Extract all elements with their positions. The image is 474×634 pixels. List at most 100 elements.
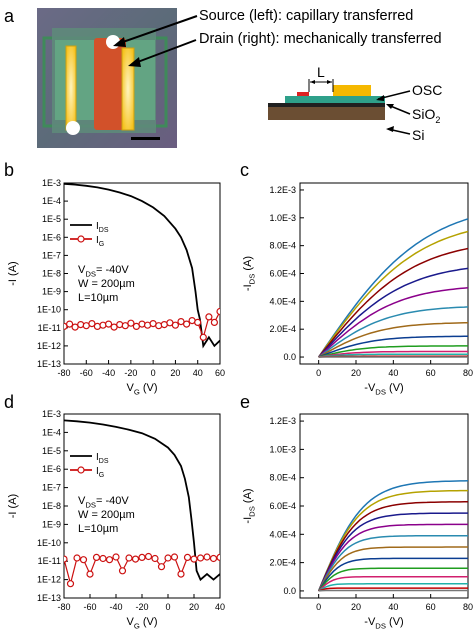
y-tick-label: 1.0E-3 bbox=[269, 444, 296, 454]
output-curve bbox=[318, 345, 468, 358]
y-tick-label: 0.0 bbox=[283, 352, 296, 362]
legend-label: IG bbox=[96, 235, 104, 248]
y-tick-label: 1E-11 bbox=[38, 556, 61, 566]
schematic-si-label: Si bbox=[412, 127, 424, 143]
ig-marker bbox=[183, 320, 191, 328]
ig-marker bbox=[170, 553, 179, 561]
ig-marker bbox=[151, 554, 159, 563]
ig-marker bbox=[79, 556, 88, 564]
x-tick-label: 40 bbox=[388, 368, 398, 378]
legend-label: IDS bbox=[96, 452, 109, 465]
output-curve bbox=[318, 523, 468, 592]
y-tick-label: 1.2E-3 bbox=[269, 416, 296, 426]
legend-label: IDS bbox=[96, 221, 109, 234]
ig-marker bbox=[116, 321, 124, 329]
chart-b: 1E-13 1E-12 1E-11 1E-10 1E-9 1E-8 1E-7 1E-6 1E-5… bbox=[7, 178, 225, 396]
ig-marker bbox=[66, 580, 75, 588]
condition-note: VDS= -40V bbox=[78, 264, 129, 278]
x-tick-label: 40 bbox=[388, 602, 398, 612]
ig-marker bbox=[155, 322, 163, 330]
output-curve bbox=[318, 583, 468, 592]
ig-marker bbox=[112, 553, 120, 561]
ig-marker bbox=[216, 307, 220, 316]
y-tick-label: 1E-11 bbox=[38, 323, 61, 333]
source-annotation: Source (left): capillary transferred bbox=[199, 8, 413, 24]
chart-d: 1E-13 1E-12 1E-11 1E-10 1E-9 1E-8 1E-7 1E-6 1E-5… bbox=[7, 409, 225, 630]
condition-note: L=10µm bbox=[78, 523, 118, 535]
output-curve bbox=[318, 512, 468, 592]
x-tick-label: 0 bbox=[316, 602, 321, 612]
output-curve bbox=[318, 322, 468, 358]
y-tick-label: 1E-5 bbox=[42, 446, 61, 456]
y-tick-label: 1E-12 bbox=[37, 575, 61, 585]
ig-marker bbox=[121, 322, 129, 330]
ig-marker bbox=[177, 318, 185, 326]
x-tick-label: 40 bbox=[193, 368, 203, 378]
y-tick-label: 1E-6 bbox=[42, 464, 61, 474]
y-tick-label: 1E-3 bbox=[42, 409, 61, 419]
ig-marker bbox=[171, 321, 179, 329]
y-tick-label: 1.0E-3 bbox=[269, 213, 296, 223]
y-tick-label: 1E-7 bbox=[42, 250, 61, 260]
x-axis-label: VG (V) bbox=[126, 616, 157, 630]
ig-marker bbox=[199, 333, 207, 341]
ig-marker bbox=[88, 320, 96, 328]
output-curve bbox=[318, 218, 469, 358]
output-curve bbox=[318, 247, 469, 358]
legend-marker bbox=[77, 466, 85, 474]
output-curve bbox=[318, 350, 468, 358]
ids-curve bbox=[64, 419, 220, 582]
x-tick-label: -20 bbox=[135, 602, 148, 612]
ig-marker bbox=[99, 321, 107, 329]
condition-note: W = 200µm bbox=[78, 509, 135, 521]
ig-marker bbox=[205, 313, 213, 321]
ig-marker bbox=[71, 323, 79, 331]
x-tick-label: 60 bbox=[426, 368, 436, 378]
output-curve bbox=[318, 306, 469, 358]
panel-label-a: a bbox=[4, 6, 15, 26]
x-tick-label: 20 bbox=[351, 602, 361, 612]
y-tick-label: 1E-10 bbox=[37, 538, 61, 548]
x-tick-label: -80 bbox=[57, 602, 70, 612]
output-curve bbox=[318, 480, 469, 592]
condition-note: L=10µm bbox=[78, 292, 118, 304]
output-curve bbox=[318, 230, 469, 358]
x-tick-label: 20 bbox=[351, 368, 361, 378]
schematic-L-label: L bbox=[317, 64, 325, 80]
y-tick-label: 6.0E-4 bbox=[269, 501, 296, 511]
ig-marker bbox=[196, 554, 205, 562]
x-axis-label: -VDS (V) bbox=[364, 616, 403, 630]
y-tick-label: 1E-4 bbox=[42, 427, 61, 437]
ig-marker bbox=[127, 319, 135, 327]
ig-marker bbox=[125, 554, 133, 562]
y-tick-label: 1E-4 bbox=[42, 196, 61, 206]
device-schematic bbox=[268, 79, 411, 135]
x-axis-label: -VDS (V) bbox=[364, 382, 403, 396]
condition-note: W = 200µm bbox=[78, 278, 135, 290]
output-curve bbox=[318, 335, 468, 358]
chart-e: 0.0 2.0E-4 4.0E-4 6.0E-4 8.0E-4 1.0E-3 1.2E-3 0… bbox=[242, 413, 473, 630]
plot-frame bbox=[299, 413, 469, 599]
ig-marker bbox=[190, 555, 198, 563]
ig-marker bbox=[92, 553, 101, 562]
panel-label-c: c bbox=[240, 160, 249, 180]
y-tick-label: 1E-13 bbox=[37, 359, 61, 369]
output-curve bbox=[318, 587, 468, 592]
y-tick-label: 8.0E-4 bbox=[269, 241, 296, 251]
y-axis-label: -IDS (A) bbox=[242, 488, 256, 523]
y-tick-label: 4.0E-4 bbox=[269, 296, 296, 306]
drain-annotation: Drain (right): mechanically transferred bbox=[199, 31, 442, 47]
ig-marker bbox=[73, 554, 81, 562]
output-curve bbox=[318, 534, 468, 592]
ig-marker bbox=[157, 563, 166, 571]
panel-label-d: d bbox=[4, 392, 14, 412]
ig-marker bbox=[77, 321, 85, 329]
legend-marker bbox=[77, 235, 85, 243]
ig-marker bbox=[138, 553, 146, 562]
schematic-osc-label: OSC bbox=[412, 82, 442, 98]
ig-marker bbox=[93, 322, 102, 330]
x-tick-label: -60 bbox=[80, 368, 93, 378]
x-tick-label: 60 bbox=[426, 602, 436, 612]
ig-marker bbox=[216, 553, 220, 561]
